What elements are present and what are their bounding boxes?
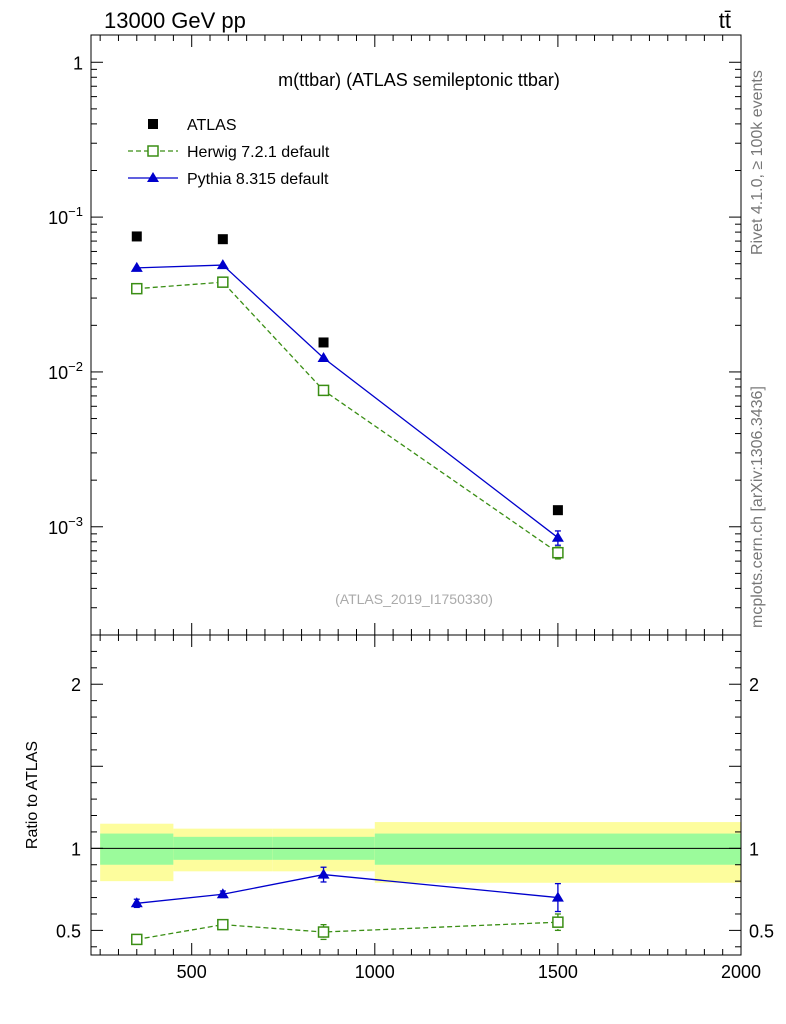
main-series-0-marker [217,234,228,245]
main-series-2-marker [130,261,143,272]
ratio-axis-ticks: 0.5 0.5 1 1 2 2 500 1000 1500 2000 [56,634,774,982]
main-series-0-marker [318,337,329,348]
ratio-series-0-marker [552,916,564,928]
main-series-0-marker [131,231,142,242]
ratio-uncertainty-bands [91,822,741,883]
rivet-label: Rivet 4.1.0, ≥ 100k events [749,70,766,255]
main-series-2-line [136,264,559,539]
chart-title: m(ttbar) (ATLAS semileptonic ttbar) [278,70,560,90]
legend-marker [147,145,159,157]
main-y-tick-label: 10−1 [48,204,83,228]
ratio-series-0-marker [317,926,330,938]
ratio-series-1-marker [317,868,330,879]
main-axis-ticks: 1 10−1 10−2 10−3 [48,35,742,636]
main-y-tick-label: 1 [73,53,83,73]
x-tick-label: 2000 [721,962,761,982]
ratio-series-1-marker [216,888,229,899]
ratio-band-green [374,833,741,865]
main-y-tick-label: 10−2 [48,359,83,383]
main-series-0-marker [552,505,563,516]
energy-label: 13000 GeV pp [104,8,246,33]
main-series-2-marker [551,531,564,542]
ratio-y-tick-label-right: 0.5 [749,921,774,941]
legend-label: Herwig 7.2.1 default [187,144,330,161]
ratio-frame [90,634,742,956]
main-y-tick-exponent: −3 [68,514,83,529]
main-panel: 1 10−1 10−2 10−3 m(ttbar) (ATLAS semilepton… [48,34,742,636]
ratio-data-layer [130,866,564,946]
main-y-tick-label: 10−3 [48,514,83,538]
ratio-band-green [100,833,174,865]
ratio-y-label: Ratio to ATLAS [24,741,41,849]
process-label: tt̄ [719,8,731,33]
ratio-y-tick-label: 2 [71,675,81,695]
watermark: (ATLAS_2019_I1750330) [335,591,493,607]
ratio-series-1-marker [551,891,564,902]
main-series-1-marker [217,276,229,288]
main-y-tick-exponent: −1 [68,204,83,219]
ratio-y-tick-label-right: 2 [749,675,759,695]
ratio-series-0-marker [217,918,229,931]
main-series-1-marker [317,384,330,397]
main-data-layer [130,231,564,560]
source-label: mcplots.cern.ch [arXiv:1306.3436] [749,386,766,628]
ratio-y-tick-label: 1 [71,839,81,859]
legend-marker [148,119,158,129]
main-series-2-marker [216,259,229,270]
main-series-1-marker [131,282,143,295]
ratio-series-0-line [136,921,558,941]
legend-label: Pythia 8.315 default [187,171,329,188]
ratio-y-tick-label: 0.5 [56,921,81,941]
ratio-series-0-marker [131,933,143,946]
ratio-series-1-line [136,873,558,904]
main-series-2-marker [317,352,330,363]
ratio-panel: 0.5 0.5 1 1 2 2 500 1000 1500 2000 Ratio to ATLAS [24,634,774,982]
ratio-series-1-marker [130,897,143,908]
main-y-tick-exponent: −2 [68,359,83,374]
legend-label: ATLAS [187,117,237,134]
x-tick-label: 500 [177,962,207,982]
legend-marker [147,172,159,182]
legend: ATLAS Herwig 7.2.1 default Pythia 8.315 de… [128,117,330,188]
ratio-y-tick-label-right: 1 [749,839,759,859]
main-series-1-marker [552,546,564,559]
x-tick-label: 1500 [538,962,578,982]
main-series-1-line [136,281,559,554]
x-tick-label: 1000 [355,962,395,982]
